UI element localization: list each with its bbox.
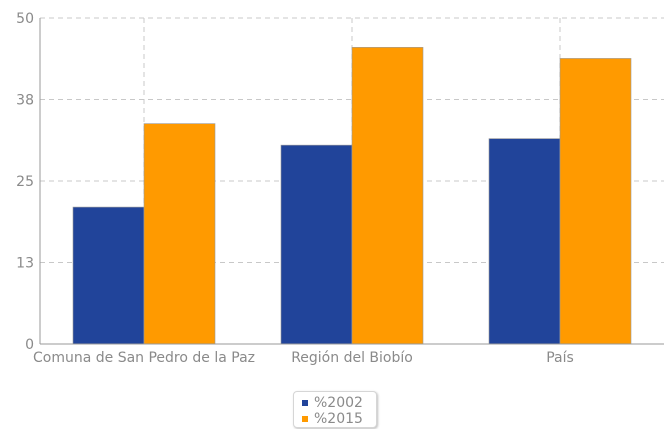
legend-swatch-2015	[302, 416, 308, 422]
legend-label-2002: %2002	[314, 395, 363, 411]
y-tick-label: 13	[16, 256, 34, 272]
y-tick-label: 50	[16, 11, 34, 27]
y-tick-label: 25	[16, 174, 34, 190]
x-category-label: País	[546, 350, 574, 366]
bar-2002-0	[72, 206, 145, 345]
legend-item-2002: %2002	[302, 395, 363, 411]
legend-label-2015: %2015	[314, 411, 363, 427]
bar-2002-2	[488, 138, 561, 345]
y-tick-label: 0	[25, 337, 34, 353]
legend-swatch-2002	[302, 400, 308, 406]
x-category-label: Comuna de San Pedro de la Paz	[33, 350, 255, 366]
y-tick-label: 38	[16, 93, 34, 109]
x-category-label: Región del Biobío	[291, 350, 413, 366]
bar-2015-1	[351, 47, 424, 345]
bar-2015-2	[559, 58, 632, 345]
legend: %2002 %2015	[293, 391, 377, 428]
bar-2002-1	[280, 144, 353, 345]
bar-2015-0	[143, 123, 216, 345]
legend-item-2015: %2015	[302, 411, 363, 427]
